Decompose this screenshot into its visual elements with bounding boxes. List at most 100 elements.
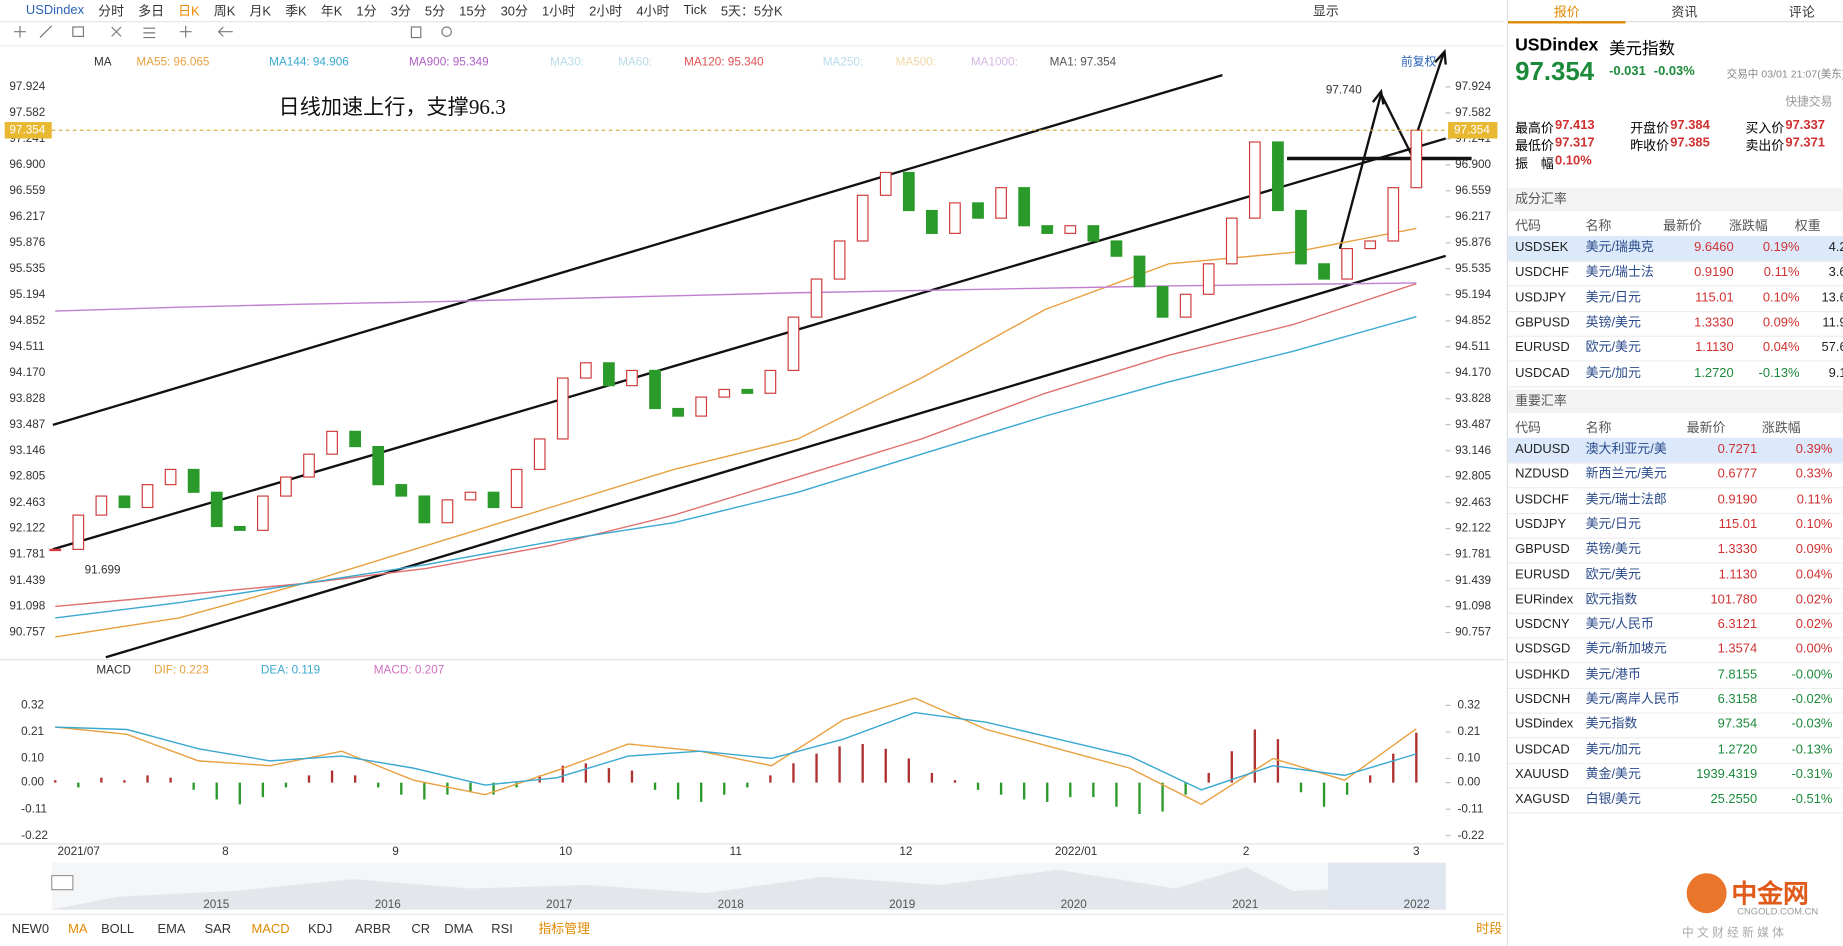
period-tab[interactable]: 1小时 xyxy=(541,4,576,19)
table-cell: -0.51% xyxy=(1791,792,1833,807)
table-header: 最新价 xyxy=(1686,421,1726,436)
symbol[interactable]: USDindex xyxy=(25,3,85,18)
y-tick-label-right: 97.582 xyxy=(1455,106,1491,119)
period-tab[interactable]: 2小时 xyxy=(589,4,623,19)
period-tab[interactable]: 1分 xyxy=(356,4,377,19)
table-row[interactable]: USDCNY 美元/人民币 6.3121 0.02% xyxy=(1508,613,1843,639)
period-tab[interactable]: 多日 xyxy=(138,4,165,19)
indicator-tab[interactable]: RSI xyxy=(491,921,513,936)
x-tick-label: 10 xyxy=(559,845,573,858)
period-tab[interactable]: 30分 xyxy=(500,4,528,19)
table-row[interactable]: USDindex 美元指数 97.354 -0.03% xyxy=(1508,713,1843,739)
chart-area: MA MA55: 96.065 MA144: 94.906 MA900: 95.349… xyxy=(0,22,1505,936)
candle xyxy=(441,499,454,524)
table-cell: USDCNH xyxy=(1515,692,1571,707)
display-menu[interactable]: 显示 xyxy=(1312,4,1339,19)
period-tab[interactable]: 3分 xyxy=(390,4,411,19)
table-cell: -0.00% xyxy=(1791,667,1833,682)
indicator-tab[interactable]: MA xyxy=(68,921,88,936)
period-tab[interactable]: 分时 xyxy=(98,4,125,19)
period-tab[interactable]: 4小时 xyxy=(636,4,670,19)
y-tick-label-right: 94.170 xyxy=(1455,366,1491,379)
period-tab[interactable]: 季K xyxy=(285,4,307,19)
table-row[interactable]: USDCHF 美元/瑞士法郎 0.9190 0.11% xyxy=(1508,488,1843,514)
period-tab[interactable]: 年K xyxy=(320,4,343,19)
table-row[interactable]: USDSEK 美元/瑞典克 9.6460 0.19% 4.20% xyxy=(1508,235,1843,262)
table-row[interactable]: NZDUSD 新西兰元/美元 0.6777 0.33% xyxy=(1508,463,1843,489)
stat-label: 卖出价 xyxy=(1745,139,1785,154)
candle xyxy=(1364,240,1377,250)
table-row[interactable]: USDCHF 美元/瑞士法 0.9190 0.11% 3.60% xyxy=(1508,261,1843,287)
table-cell: 0.6777 xyxy=(1717,467,1758,482)
candle xyxy=(187,468,200,493)
period-tab[interactable]: 5天：5分K xyxy=(720,4,783,19)
ma-legend-label: MA xyxy=(94,55,112,68)
table-row[interactable]: USDCAD 美元/加元 1.2720 -0.13% xyxy=(1508,738,1843,764)
table-cell: 0.09% xyxy=(1795,542,1833,557)
stat-label: 昨收价 xyxy=(1630,139,1670,154)
panel-tab[interactable]: 评论 xyxy=(1788,5,1815,20)
indicator-tab[interactable]: DMA xyxy=(444,921,473,936)
table-row[interactable]: USDCNH 美元/离岸人民币 6.3158 -0.02% xyxy=(1508,688,1843,714)
table-row[interactable]: GBPUSD 英镑/美元 1.3330 0.09% xyxy=(1508,538,1843,564)
panel-tab[interactable]: 资讯 xyxy=(1671,5,1698,20)
quick-trade[interactable]: 快捷交易 xyxy=(1785,96,1833,110)
candle xyxy=(649,369,661,410)
indicator-tab[interactable]: SAR xyxy=(205,921,232,936)
table-row[interactable]: USDCAD 美元/加元 1.2720 -0.13% 9.10% xyxy=(1508,361,1843,387)
period-tab[interactable]: 5分 xyxy=(424,4,446,19)
table-row[interactable]: USDJPY 美元/日元 115.01 0.10% xyxy=(1508,513,1843,539)
period-tab[interactable]: 周K xyxy=(213,4,236,19)
table-header: 最新价 xyxy=(1663,219,1702,234)
y-tick-label: 95.535 xyxy=(9,262,45,275)
indicator-tab[interactable]: CR xyxy=(411,921,430,936)
table-cell: 11.90% xyxy=(1822,315,1843,330)
table-row[interactable]: AUDUSD 澳大利亚元/美 0.7271 0.39% xyxy=(1508,437,1843,464)
period-tab[interactable]: Tick xyxy=(683,3,707,18)
candle xyxy=(49,548,62,552)
table-cell: -0.13% xyxy=(1758,365,1800,380)
y-tick-label: 91.439 xyxy=(9,574,45,587)
candle xyxy=(395,484,408,497)
indicator-tab[interactable]: MACD xyxy=(252,921,290,936)
period-tab[interactable]: 日K xyxy=(178,4,200,19)
y-tick-label: 93.828 xyxy=(9,392,45,405)
table-cell: 57.60% xyxy=(1821,340,1843,355)
period-tab[interactable]: 月K xyxy=(249,4,271,19)
table-row[interactable]: GBPUSD 英镑/美元 1.3330 0.09% 11.90% xyxy=(1508,311,1843,337)
panel-tab[interactable]: 报价 xyxy=(1508,2,1626,24)
table-row[interactable]: USDJPY 美元/日元 115.01 0.10% 13.60% xyxy=(1508,286,1843,312)
y-tick-label: 97.582 xyxy=(9,106,45,119)
table-row[interactable]: USDSGD 美元/新加坡元 1.3574 0.00% xyxy=(1508,638,1843,664)
table-row[interactable]: EURUSD 欧元/美元 1.1130 0.04% 57.60% xyxy=(1508,336,1843,362)
overview-window[interactable] xyxy=(1328,862,1446,910)
y-tick-label-right: 92.122 xyxy=(1455,522,1491,535)
indicator-tab[interactable]: NEW0 xyxy=(12,921,49,936)
table-cell: USDCAD xyxy=(1515,365,1570,380)
indicator-tab[interactable]: ARBR xyxy=(355,921,391,936)
period-tab[interactable]: 15分 xyxy=(459,4,487,19)
table-cell: EURUSD xyxy=(1515,340,1570,355)
indicator-tab[interactable]: EMA xyxy=(158,921,186,936)
candle xyxy=(1248,141,1261,219)
indicator-tab[interactable]: BOLL xyxy=(101,921,134,936)
indicator-tab[interactable]: 指标管理 xyxy=(538,921,590,936)
table-cell: 115.01 xyxy=(1718,517,1758,532)
table-row[interactable]: XAUUSD 黄金/美元 1939.4319 -0.31% xyxy=(1508,763,1843,789)
table-cell: 欧元指数 xyxy=(1585,592,1638,607)
table-row[interactable]: USDHKD 美元/港币 7.8155 -0.00% xyxy=(1508,663,1843,689)
y-tick-label: 0.00 xyxy=(21,776,44,789)
table-cell: 美元/加元 xyxy=(1585,365,1641,380)
y-tick-label-right: 96.559 xyxy=(1455,184,1491,197)
table-row[interactable]: XAGUSD 白银/美元 25.2550 -0.51% xyxy=(1508,788,1843,814)
indicator-tab[interactable]: KDJ xyxy=(308,921,332,936)
table-cell: 1.2720 xyxy=(1694,365,1734,380)
table-cell: 97.354 xyxy=(1717,717,1758,732)
table-row[interactable]: EURUSD 欧元/美元 1.1130 0.04% xyxy=(1508,563,1843,589)
y-tick-label-right: 95.194 xyxy=(1455,288,1491,301)
table-row[interactable]: EURindex 欧元指数 101.780 0.02% xyxy=(1508,588,1843,614)
table-cell: 1.1130 xyxy=(1718,567,1758,582)
table-cell: 0.00% xyxy=(1795,642,1833,657)
overview-menu[interactable] xyxy=(51,874,74,891)
macd-legend-item: MACD: 0.207 xyxy=(374,663,444,676)
